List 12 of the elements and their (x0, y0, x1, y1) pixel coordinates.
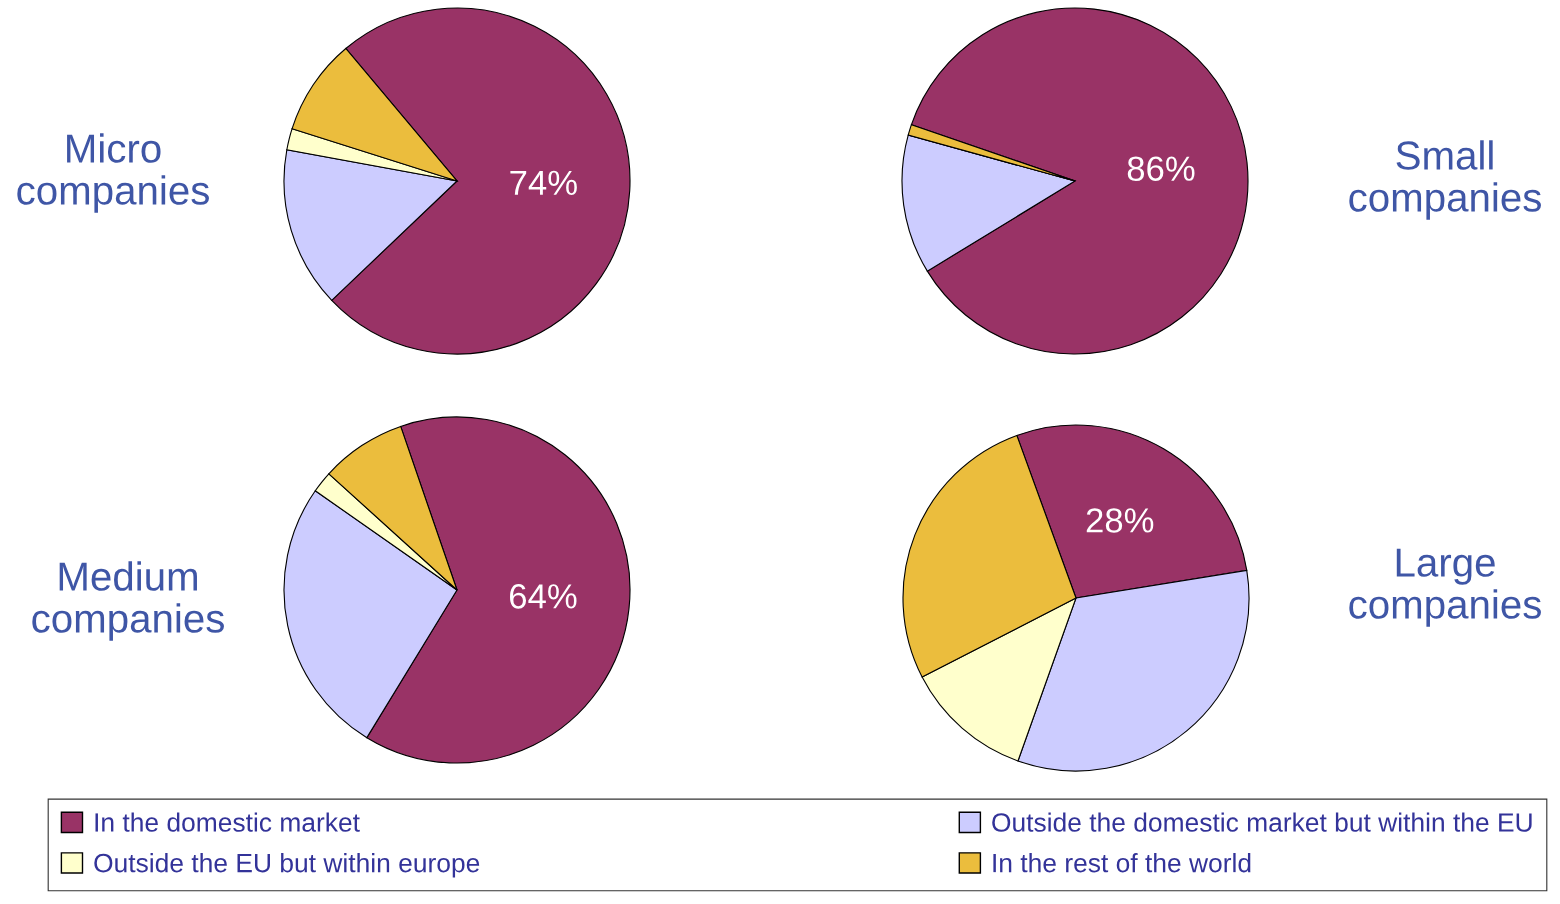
data-label: 28% (1086, 508, 1154, 533)
text: Large companies (1349, 548, 1541, 627)
text: Micro companies (17, 133, 209, 213)
text: Medium companies (32, 561, 224, 641)
text: Small companies (1349, 140, 1541, 220)
legend-label: Outside the domestic market but within the EU (992, 812, 1532, 832)
data-label: 64% (510, 584, 577, 609)
data-label: 86% (1127, 156, 1195, 181)
data-label: 74% (510, 170, 577, 196)
legend-label: In the domestic market (95, 812, 360, 832)
legend-label: Outside the EU but within europe (94, 853, 480, 878)
legend-label: In the rest of the world (993, 853, 1251, 873)
